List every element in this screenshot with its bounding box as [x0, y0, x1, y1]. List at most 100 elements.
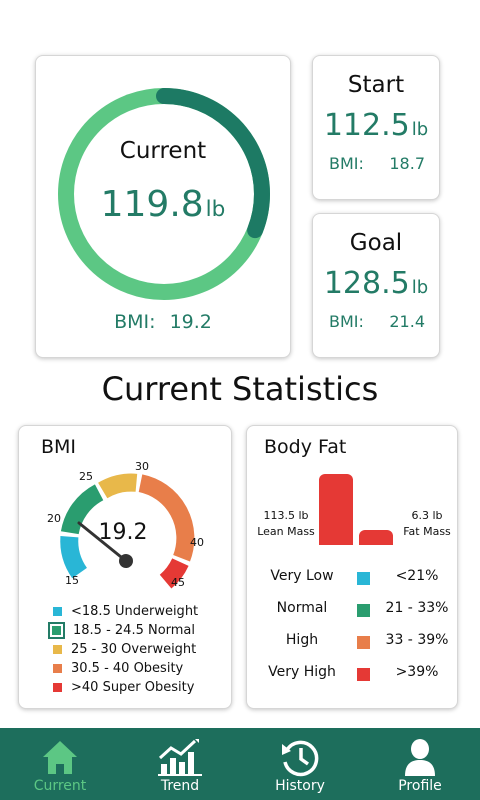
nav-profile[interactable]: Profile: [360, 728, 480, 800]
legend-item: <18.5 Underweight: [53, 602, 198, 621]
bmi-gauge: 19.2 15 20 25 30 40 45: [47, 460, 204, 589]
goal-bmi: BMI: 21.4: [329, 312, 425, 331]
current-bmi: BMI: 19.2: [36, 311, 290, 333]
legend-item: >40 Super Obesity: [53, 678, 198, 697]
current-weight-value: 119.8: [100, 184, 204, 225]
lean-mass-bar: [319, 474, 353, 545]
nav-profile-label: Profile: [398, 778, 442, 794]
start-weight-unit: lb: [411, 119, 429, 140]
legend-text: >40 Super Obesity: [71, 680, 195, 695]
bottom-nav: Current Trend History Profile: [0, 728, 480, 800]
gauge-segment-normal: [60, 484, 104, 535]
legend-swatch: [53, 664, 62, 673]
legend-swatch-selected: [48, 622, 65, 639]
fat-category-label: Normal: [276, 600, 328, 616]
current-weight-unit: lb: [205, 197, 226, 222]
fat-category-label: Very Low: [270, 568, 334, 584]
bmi-card: BMI 19.2 15 20 25 30 40 45 <18.5 Underwe…: [18, 425, 232, 709]
nav-history-label: History: [275, 778, 325, 794]
gauge-segment-overweight: [98, 473, 138, 499]
body-fat-categories: Very Low <21% Normal 21 - 33% High 33 - 39%…: [257, 568, 448, 696]
section-title: Current Statistics: [101, 370, 379, 408]
start-bmi-label: BMI:: [329, 154, 364, 173]
nav-current[interactable]: Current: [0, 728, 120, 800]
bmi-card-title: BMI: [41, 436, 77, 458]
fat-category-row: High 33 - 39%: [257, 632, 448, 664]
legend-text: 30.5 - 40 Obesity: [71, 661, 184, 676]
fat-category-row: Normal 21 - 33%: [257, 600, 448, 632]
current-bmi-value: 19.2: [169, 311, 212, 333]
fat-mass-bar: [359, 530, 393, 545]
legend-swatch: [53, 607, 62, 616]
current-progress-ring: [58, 88, 270, 300]
start-weight: 112.5 lb: [313, 108, 439, 143]
fat-category-label: Very High: [268, 664, 336, 680]
legend-swatch: [53, 645, 62, 654]
start-bmi-value: 18.7: [389, 154, 425, 173]
history-clock-icon: [282, 740, 319, 777]
legend-text: <18.5 Underweight: [71, 604, 199, 619]
legend-item: 30.5 - 40 Obesity: [53, 659, 198, 678]
fat-mass-label: 6.3 lb Fat Mass: [397, 508, 457, 540]
ring-progress: [58, 88, 270, 300]
body-fat-title: Body Fat: [264, 436, 347, 458]
goal-weight-unit: lb: [411, 277, 429, 298]
legend-text: 18.5 - 24.5 Normal: [73, 623, 196, 638]
gauge-tick-40: 40: [190, 536, 204, 549]
gauge-tick-30: 30: [135, 460, 149, 473]
gauge-value: 19.2: [99, 520, 148, 545]
current-label: Current: [119, 138, 207, 164]
start-weight-card: Start 112.5 lb BMI: 18.7: [312, 55, 440, 200]
lean-mass-label: 113.5 lb Lean Mass: [255, 508, 317, 540]
legend-item: 18.5 - 24.5 Normal: [48, 621, 198, 640]
fat-category-row: Very Low <21%: [257, 568, 447, 600]
fat-category-swatch: [357, 604, 370, 617]
goal-weight: 128.5 lb: [313, 266, 439, 301]
bmi-legend: <18.5 Underweight 18.5 - 24.5 Normal 25 …: [48, 602, 198, 697]
start-label: Start: [347, 72, 405, 98]
legend-item: 25 - 30 Overweight: [53, 640, 198, 659]
gauge-segment-obesity: [138, 474, 195, 562]
goal-weight-value: 128.5: [323, 266, 410, 301]
fat-category-label: High: [285, 632, 319, 648]
fat-category-row: Very High >39%: [257, 664, 447, 696]
legend-text: 25 - 30 Overweight: [71, 642, 197, 657]
fat-mass-value: 6.3 lb: [411, 509, 443, 522]
nav-trend[interactable]: Trend: [120, 728, 240, 800]
current-bmi-label: BMI:: [114, 311, 156, 333]
current-weight-card: Current 119.8lb BMI: 19.2: [35, 55, 291, 358]
gauge-needle-hub: [119, 554, 133, 568]
fat-category-swatch: [357, 572, 370, 585]
current-weight: 119.8lb: [36, 184, 290, 225]
fat-category-range: 33 - 39%: [385, 632, 449, 648]
goal-bmi-value: 21.4: [389, 312, 425, 331]
start-weight-value: 112.5: [323, 108, 410, 143]
fat-category-swatch: [357, 668, 370, 681]
trend-chart-icon: [158, 739, 202, 776]
nav-history[interactable]: History: [240, 728, 360, 800]
profile-person-icon: [405, 739, 435, 776]
home-icon: [43, 741, 77, 774]
start-bmi: BMI: 18.7: [329, 154, 425, 173]
gauge-tick-15: 15: [65, 574, 79, 587]
goal-weight-card[interactable]: Goal 128.5 lb BMI: 21.4: [312, 213, 440, 358]
fat-category-range: >39%: [395, 664, 439, 680]
fat-category-swatch: [357, 636, 370, 649]
fat-category-range: <21%: [395, 568, 439, 584]
goal-label: Goal: [349, 230, 403, 256]
legend-swatch: [53, 683, 62, 692]
gauge-segment-underweight: [60, 536, 88, 579]
gauge-tick-20: 20: [47, 512, 61, 525]
goal-bmi-label: BMI:: [329, 312, 364, 331]
lean-mass-text: Lean Mass: [257, 525, 315, 538]
nav-trend-label: Trend: [160, 778, 200, 794]
gauge-tick-25: 25: [79, 470, 93, 483]
body-fat-card: Body Fat 113.5 lb Lean Mass 6.3 lb Fat Mas…: [246, 425, 458, 709]
gauge-needle: [77, 521, 128, 563]
nav-current-label: Current: [33, 778, 87, 794]
gauge-tick-45: 45: [171, 576, 185, 589]
fat-mass-text: Fat Mass: [403, 525, 451, 538]
fat-category-range: 21 - 33%: [385, 600, 449, 616]
lean-mass-value: 113.5 lb: [263, 509, 309, 522]
gauge-segment-super-obesity: [159, 557, 189, 589]
